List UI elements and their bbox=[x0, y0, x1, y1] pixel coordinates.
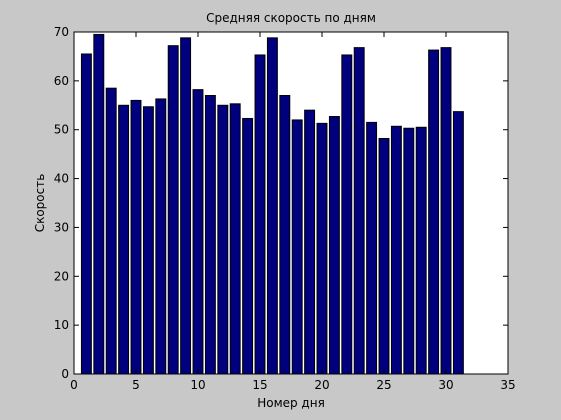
chart-title: Средняя скорость по дням bbox=[206, 11, 376, 25]
x-tick-label: 0 bbox=[70, 378, 78, 392]
bar-day-2 bbox=[93, 33, 105, 375]
bar-day-9 bbox=[180, 37, 192, 375]
y-tick-label: 10 bbox=[54, 318, 69, 332]
x-ticks: 0 5 10 15 20 25 30 35 bbox=[70, 32, 516, 392]
bar-day-5 bbox=[130, 99, 142, 375]
bar-day-12 bbox=[217, 104, 229, 375]
bar-day-21 bbox=[328, 116, 340, 375]
x-tick-label: 5 bbox=[132, 378, 140, 392]
bar-day-13 bbox=[229, 103, 241, 375]
bar-day-25 bbox=[378, 138, 390, 375]
bar-day-15 bbox=[254, 54, 266, 375]
bar-day-22 bbox=[341, 54, 353, 375]
bar-day-24 bbox=[366, 121, 378, 375]
bar-day-31 bbox=[452, 111, 464, 375]
x-tick-label: 20 bbox=[314, 378, 329, 392]
bar-day-11 bbox=[204, 95, 216, 375]
axes-frame bbox=[73, 31, 509, 375]
y-tick-label: 60 bbox=[54, 74, 69, 88]
y-tick-label: 20 bbox=[54, 269, 69, 283]
y-axis-label: Скорость bbox=[33, 174, 47, 233]
bar-day-29 bbox=[428, 49, 440, 375]
y-tick-label: 70 bbox=[54, 25, 69, 39]
x-tick-label: 30 bbox=[438, 378, 453, 392]
bar-day-14 bbox=[242, 117, 254, 375]
x-tick-label: 35 bbox=[500, 378, 515, 392]
bars-group bbox=[80, 33, 464, 375]
bar-day-8 bbox=[167, 45, 179, 375]
y-tick-label: 30 bbox=[54, 220, 69, 234]
bar-day-23 bbox=[353, 47, 365, 375]
x-axis-label: Номер дня bbox=[257, 396, 325, 410]
bar-day-7 bbox=[155, 98, 167, 375]
bar-day-16 bbox=[266, 37, 278, 375]
bar-day-17 bbox=[279, 95, 291, 375]
bar-day-19 bbox=[304, 109, 316, 375]
x-tick-label: 10 bbox=[190, 378, 205, 392]
x-tick-label: 25 bbox=[376, 378, 391, 392]
y-tick-label: 50 bbox=[54, 123, 69, 137]
bar-day-20 bbox=[316, 122, 328, 375]
bar-day-28 bbox=[415, 126, 427, 375]
x-tick-label: 15 bbox=[252, 378, 267, 392]
bar-day-26 bbox=[390, 125, 402, 375]
bar-day-18 bbox=[291, 119, 303, 375]
bar-day-10 bbox=[192, 89, 204, 375]
y-tick-label: 0 bbox=[61, 367, 69, 381]
bar-day-27 bbox=[403, 127, 415, 375]
bar-day-3 bbox=[105, 87, 117, 375]
bar-day-4 bbox=[118, 104, 130, 375]
bar-day-1 bbox=[80, 53, 92, 375]
bar-day-30 bbox=[440, 47, 452, 375]
y-tick-label: 40 bbox=[54, 172, 69, 186]
bar-day-6 bbox=[142, 106, 154, 375]
y-ticks: 0 10 20 30 40 50 60 70 bbox=[54, 25, 508, 381]
